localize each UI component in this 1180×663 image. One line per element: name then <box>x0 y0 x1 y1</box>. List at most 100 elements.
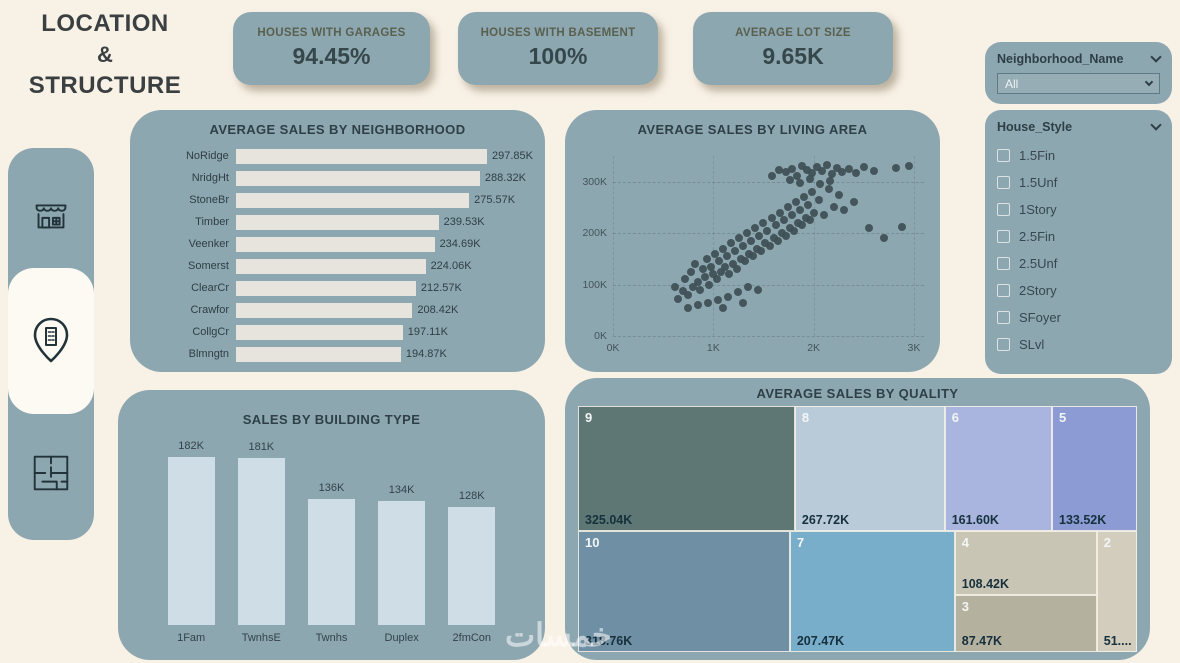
treemap-tile[interactable]: 4 108.42K <box>954 531 1097 596</box>
scatter-point <box>779 216 788 225</box>
y-tick-label: 100K <box>582 278 607 291</box>
checkbox-icon[interactable] <box>997 149 1010 162</box>
treemap-tile[interactable]: 2 51.... <box>1096 531 1137 652</box>
scatter-point <box>674 294 683 303</box>
value-label: 182K <box>178 440 204 452</box>
bar[interactable] <box>237 458 285 625</box>
checkbox-icon[interactable] <box>997 230 1010 243</box>
tile-value-label: 318.76K <box>585 633 633 648</box>
neighborhood-slicer-title: Neighborhood_Name <box>997 52 1124 66</box>
x-tick-label: 3K <box>907 342 921 354</box>
scatter-point <box>787 164 796 173</box>
scatter-point <box>824 185 833 194</box>
scatter-point <box>694 301 703 310</box>
neighborhood-slicer: Neighborhood_Name All <box>985 42 1172 104</box>
building-type-bar-chart: 182K 1Fam 181K TwnhsE 136K Twnhs 134K Duplex 128… <box>152 440 511 644</box>
tile-quality-label: 4 <box>961 535 969 551</box>
scatter-point <box>755 231 764 240</box>
checkbox-icon[interactable] <box>997 311 1010 324</box>
house-style-option[interactable]: 1.5Fin <box>997 142 1160 169</box>
scatter-point <box>701 272 710 281</box>
scatter-point <box>837 167 846 176</box>
house-style-option[interactable]: 2.5Fin <box>997 223 1160 250</box>
neighborhood-select[interactable]: All <box>997 73 1160 94</box>
bar[interactable] <box>235 148 488 164</box>
option-label: 1Story <box>1019 202 1057 217</box>
house-style-slicer-header[interactable]: House_Style <box>997 119 1162 134</box>
tile-value-label: 108.42K <box>961 577 1010 592</box>
house-style-option[interactable]: 1Story <box>997 196 1160 223</box>
bar[interactable] <box>448 507 496 625</box>
checkbox-icon[interactable] <box>997 176 1010 189</box>
nav-item-store[interactable] <box>8 154 94 276</box>
nav-item-location[interactable] <box>8 280 94 402</box>
scatter-point <box>805 216 814 225</box>
scatter-point <box>696 285 705 294</box>
scatter-point <box>767 171 776 180</box>
bar[interactable] <box>167 457 215 625</box>
category-label: ClearCr <box>191 282 229 294</box>
scatter-point <box>819 211 828 220</box>
bar-group: 182K 1Fam <box>160 440 222 644</box>
scatter-point <box>879 234 888 243</box>
bar[interactable] <box>236 302 413 318</box>
scatter-point <box>799 193 808 202</box>
scatter-point <box>739 298 748 307</box>
x-tick-label: 0K <box>606 342 620 354</box>
bar[interactable] <box>236 324 403 340</box>
page-title: LOCATION & STRUCTURE <box>10 10 200 100</box>
treemap-tile[interactable]: 3 87.47K <box>954 595 1097 652</box>
gridline <box>913 156 915 336</box>
house-style-option[interactable]: 1.5Unf <box>997 169 1160 196</box>
value-label: 239.53K <box>443 216 485 228</box>
scatter-point <box>759 218 768 227</box>
bar[interactable] <box>307 499 355 625</box>
checkbox-icon[interactable] <box>997 203 1010 216</box>
scatter-point <box>681 275 690 284</box>
scatter-point <box>753 244 762 253</box>
bar[interactable] <box>236 192 470 208</box>
category-label: Twnhs <box>315 632 348 644</box>
house-style-option[interactable]: 2.5Unf <box>997 250 1160 277</box>
category-label: CollgCr <box>192 326 229 338</box>
treemap-tile[interactable]: 10 318.76K <box>578 531 790 652</box>
bar[interactable] <box>236 170 480 186</box>
treemap-tile[interactable]: 8 267.72K <box>794 406 945 532</box>
category-label: Crawfor <box>190 304 229 316</box>
bar[interactable] <box>236 346 401 362</box>
neighborhood-slicer-header[interactable]: Neighborhood_Name <box>997 51 1162 66</box>
nav-item-floorplan[interactable] <box>8 412 94 534</box>
value-label: 208.42K <box>417 304 459 316</box>
scatter-point <box>765 242 774 250</box>
house-style-option[interactable]: SFoyer <box>997 304 1160 331</box>
page-title-line1: LOCATION <box>41 10 169 37</box>
chevron-down-icon <box>1150 119 1162 131</box>
house-style-option[interactable]: SLvl <box>997 331 1160 358</box>
bar[interactable] <box>378 501 426 625</box>
scatter-point <box>809 208 818 217</box>
treemap-tile[interactable]: 9 325.04K <box>578 406 795 532</box>
house-style-option[interactable]: 2Story <box>997 277 1160 304</box>
treemap-tile[interactable]: 5 133.52K <box>1052 406 1137 532</box>
treemap-tile[interactable]: 7 207.47K <box>789 531 955 652</box>
scatter-point <box>783 203 792 212</box>
bar[interactable] <box>236 214 439 230</box>
scatter-point <box>731 247 740 256</box>
bar[interactable] <box>236 280 416 296</box>
treemap-tile[interactable]: 6 161.60K <box>944 406 1053 532</box>
scatter-point <box>844 165 853 174</box>
scatter-point <box>737 254 746 263</box>
value-label: 275.57K <box>474 194 516 206</box>
scatter-point <box>691 260 700 268</box>
checkbox-icon[interactable] <box>997 257 1010 270</box>
value-label: 212.57K <box>420 282 462 294</box>
chart-title: AVERAGE SALES BY LIVING AREA <box>637 122 868 137</box>
nav-active-indicator <box>8 268 94 414</box>
quality-treemap: 9 325.04K 8 267.72K 6 161.60K 5 133.52K 10 318.76… <box>578 406 1137 652</box>
bar[interactable] <box>236 236 435 252</box>
bar[interactable] <box>236 258 426 274</box>
checkbox-icon[interactable] <box>997 284 1010 297</box>
tile-quality-label: 9 <box>585 410 593 425</box>
checkbox-icon[interactable] <box>997 338 1010 351</box>
chart-title: SALES BY BUILDING TYPE <box>242 412 421 427</box>
